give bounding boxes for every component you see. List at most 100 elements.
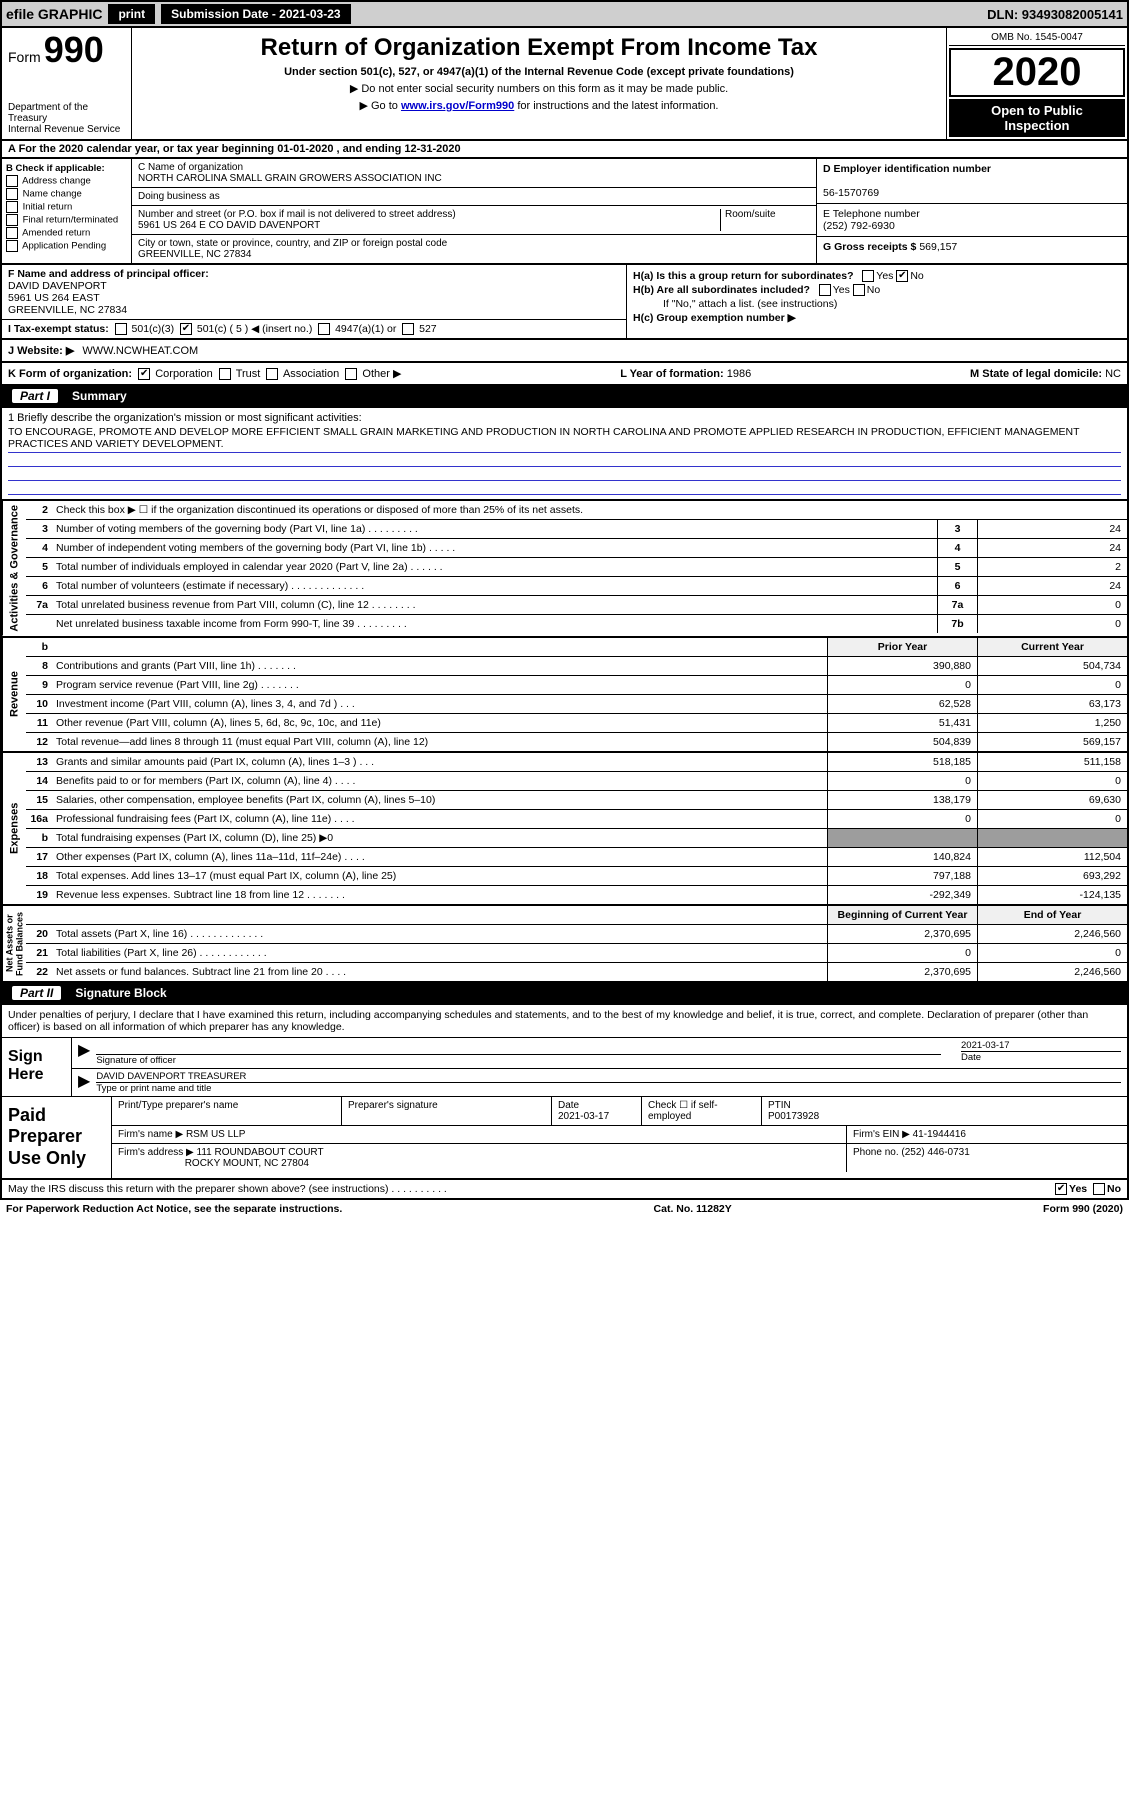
gov-num: 3 bbox=[26, 520, 52, 538]
ha-label: H(a) Is this a group return for subordin… bbox=[633, 270, 854, 282]
sig-arrow-icon-2: ▶ bbox=[78, 1071, 90, 1094]
dba-label: Doing business as bbox=[138, 191, 810, 202]
mission-text: TO ENCOURAGE, PROMOTE AND DEVELOP MORE E… bbox=[8, 424, 1121, 453]
net-hdr-by: Beginning of Current Year bbox=[827, 906, 977, 924]
gov-desc: Net unrelated business taxable income fr… bbox=[52, 615, 937, 633]
j-label: J Website: ▶ bbox=[8, 344, 74, 357]
row-cy: 2,246,560 bbox=[977, 963, 1127, 981]
row-cy: 112,504 bbox=[977, 848, 1127, 866]
gov-desc: Number of voting members of the governin… bbox=[52, 520, 937, 538]
gov-num: 7a bbox=[26, 596, 52, 614]
fgh-left: F Name and address of principal officer:… bbox=[2, 265, 627, 338]
gov-box: 7b bbox=[937, 615, 977, 633]
topbar: efile GRAPHIC print Submission Date - 20… bbox=[0, 0, 1129, 28]
row-py: 0 bbox=[827, 810, 977, 828]
omb-label: OMB No. 1545-0047 bbox=[949, 30, 1125, 46]
l-label: L Year of formation: bbox=[620, 368, 724, 380]
mission-blank-2 bbox=[8, 467, 1121, 481]
submission-date-button[interactable]: Submission Date - 2021-03-23 bbox=[161, 4, 350, 24]
gov-desc: Total number of volunteers (estimate if … bbox=[52, 577, 937, 595]
k-assoc-label: Association bbox=[283, 368, 339, 380]
cb-501c[interactable] bbox=[180, 323, 192, 335]
row-cy: 0 bbox=[977, 810, 1127, 828]
expenses-table: Expenses 13 Grants and similar amounts p… bbox=[0, 753, 1129, 906]
i-insert: 501(c) ( 5 ) ◀ (insert no.) bbox=[197, 323, 312, 335]
cb-address-change[interactable] bbox=[6, 175, 18, 187]
rev-hdr-b: b bbox=[26, 638, 52, 656]
row-py: 797,188 bbox=[827, 867, 977, 885]
hb-label: H(b) Are all subordinates included? bbox=[633, 284, 810, 296]
row-desc: Program service revenue (Part VIII, line… bbox=[52, 676, 827, 694]
cb-4947[interactable] bbox=[318, 323, 330, 335]
form-title: Return of Organization Exempt From Incom… bbox=[138, 34, 940, 62]
cb-501c3[interactable] bbox=[115, 323, 127, 335]
row-num: 9 bbox=[26, 676, 52, 694]
row-py: 2,370,695 bbox=[827, 925, 977, 943]
firm-ein: 41-1944416 bbox=[913, 1129, 966, 1140]
row-py: 518,185 bbox=[827, 753, 977, 771]
cb-name-change[interactable] bbox=[6, 188, 18, 200]
rev-hdr-cy: Current Year bbox=[977, 638, 1127, 656]
cb-label-2: Initial return bbox=[23, 202, 73, 213]
k-other-label: Other ▶ bbox=[362, 368, 401, 380]
paperwork-label: For Paperwork Reduction Act Notice, see … bbox=[6, 1203, 342, 1215]
fgh-right: H(a) Is this a group return for subordin… bbox=[627, 265, 1127, 338]
ein-value: 56-1570769 bbox=[823, 187, 879, 199]
line-a: A For the 2020 calendar year, or tax yea… bbox=[0, 141, 1129, 159]
firm-ein-label: Firm's EIN ▶ bbox=[853, 1129, 910, 1140]
i-label: I Tax-exempt status: bbox=[8, 323, 109, 335]
ha-no[interactable] bbox=[896, 270, 908, 282]
exp-tab: Expenses bbox=[2, 753, 26, 904]
gov-num: 6 bbox=[26, 577, 52, 595]
ha-yes[interactable] bbox=[862, 270, 874, 282]
row-num: 18 bbox=[26, 867, 52, 885]
irs-link[interactable]: www.irs.gov/Form990 bbox=[401, 100, 514, 112]
subtitle-1: Under section 501(c), 527, or 4947(a)(1)… bbox=[138, 66, 940, 78]
prep-sig-label: Preparer's signature bbox=[342, 1097, 552, 1125]
row-py: 0 bbox=[827, 944, 977, 962]
website-row: J Website: ▶ WWW.NCWHEAT.COM bbox=[0, 340, 1129, 363]
print-button[interactable]: print bbox=[108, 4, 155, 24]
row-py: 2,370,695 bbox=[827, 963, 977, 981]
phone-label: Phone no. bbox=[853, 1147, 899, 1158]
gov-tab: Activities & Governance bbox=[2, 501, 26, 636]
cb-initial-return[interactable] bbox=[6, 201, 18, 213]
row-desc: Net assets or fund balances. Subtract li… bbox=[52, 963, 827, 981]
mission-blank-1 bbox=[8, 453, 1121, 467]
prep-name-label: Print/Type preparer's name bbox=[112, 1097, 342, 1125]
row-desc: Professional fundraising fees (Part IX, … bbox=[52, 810, 827, 828]
sub3-post: for instructions and the latest informat… bbox=[517, 100, 718, 112]
f-name: DAVID DAVENPORT bbox=[8, 280, 107, 292]
gov-val: 24 bbox=[977, 539, 1127, 557]
cb-amended[interactable] bbox=[6, 227, 18, 239]
discuss-yes[interactable] bbox=[1055, 1183, 1067, 1195]
title-cell: Return of Organization Exempt From Incom… bbox=[132, 28, 947, 139]
hb-no[interactable] bbox=[853, 284, 865, 296]
cb-label-5: Application Pending bbox=[22, 241, 106, 252]
k-trust[interactable] bbox=[219, 368, 231, 380]
cb-527[interactable] bbox=[402, 323, 414, 335]
k-assoc[interactable] bbox=[266, 368, 278, 380]
cb-final-return[interactable] bbox=[6, 214, 18, 226]
part2-title: Signature Block bbox=[75, 986, 166, 1000]
row-num: 19 bbox=[26, 886, 52, 904]
row-py: 140,824 bbox=[827, 848, 977, 866]
cb-label-4: Amended return bbox=[22, 228, 90, 239]
row-cy: 0 bbox=[977, 676, 1127, 694]
k-corp[interactable] bbox=[138, 368, 150, 380]
cb-label-0: Address change bbox=[22, 176, 91, 187]
row-num: b bbox=[26, 829, 52, 847]
cb-pending[interactable] bbox=[6, 240, 18, 252]
efile-label: efile GRAPHIC bbox=[6, 6, 102, 22]
gov-box: 4 bbox=[937, 539, 977, 557]
gov-val: 0 bbox=[977, 596, 1127, 614]
row-desc: Salaries, other compensation, employee b… bbox=[52, 791, 827, 809]
gov-val: 0 bbox=[977, 615, 1127, 633]
discuss-no[interactable] bbox=[1093, 1183, 1105, 1195]
row-py: 0 bbox=[827, 772, 977, 790]
k-other[interactable] bbox=[345, 368, 357, 380]
discuss-label: May the IRS discuss this return with the… bbox=[8, 1183, 447, 1195]
part1-num: Part I bbox=[12, 389, 58, 403]
hb-yes[interactable] bbox=[819, 284, 831, 296]
row-py: 390,880 bbox=[827, 657, 977, 675]
